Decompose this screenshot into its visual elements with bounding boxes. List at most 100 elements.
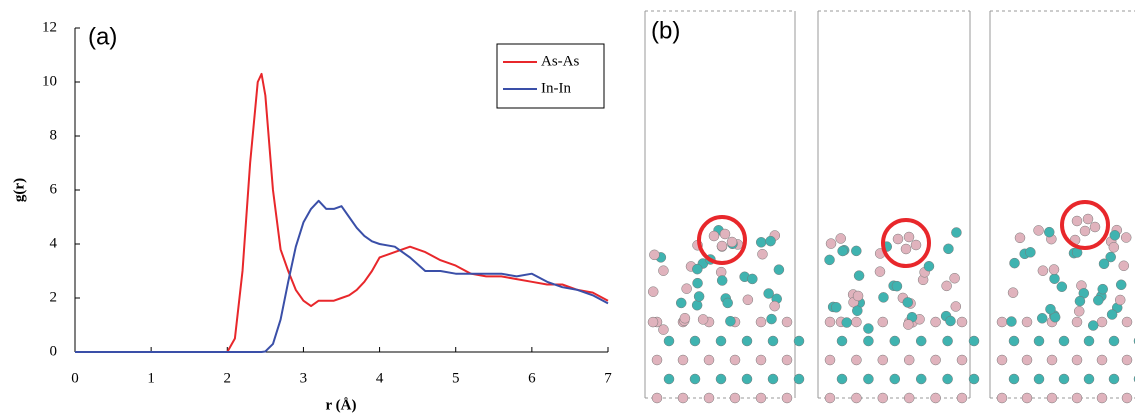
atom	[930, 316, 941, 328]
atom	[726, 236, 738, 248]
atom	[767, 335, 779, 347]
atom	[830, 302, 842, 313]
atom	[853, 270, 865, 281]
y-tick-label: 10	[42, 73, 57, 89]
atom	[863, 323, 874, 334]
atom	[1087, 320, 1099, 331]
atom	[781, 392, 793, 404]
atom	[892, 233, 904, 245]
atom	[877, 316, 889, 328]
atom	[1025, 247, 1036, 258]
atom	[793, 335, 805, 347]
atom	[689, 335, 701, 347]
atom	[1093, 294, 1104, 306]
atom	[1109, 230, 1121, 241]
atom	[996, 354, 1008, 366]
atom	[903, 392, 915, 404]
atom	[1006, 316, 1017, 327]
atom	[715, 335, 727, 347]
atom	[877, 354, 889, 366]
atom	[729, 392, 741, 404]
atom	[1071, 215, 1083, 227]
atom	[900, 243, 912, 255]
atom	[852, 290, 864, 302]
atom	[1083, 335, 1095, 347]
atom	[1108, 373, 1120, 385]
snapshots	[644, 10, 1135, 404]
atom	[1082, 213, 1094, 225]
x-tick-label: 1	[147, 370, 155, 386]
atom	[647, 316, 659, 328]
legend-label: In-In	[541, 80, 571, 96]
atom	[741, 335, 753, 347]
atom	[930, 354, 941, 366]
atom	[1108, 242, 1120, 253]
atom	[649, 249, 660, 261]
atom	[681, 283, 692, 294]
atom	[773, 264, 785, 275]
atom	[675, 297, 687, 309]
atom	[1114, 294, 1126, 306]
atom	[1037, 265, 1049, 276]
atom	[1008, 335, 1020, 347]
atom	[742, 294, 754, 306]
atom	[1074, 295, 1086, 307]
atom	[943, 243, 954, 255]
atom	[968, 335, 980, 347]
atom	[755, 316, 767, 328]
y-tick-label: 6	[50, 181, 58, 197]
atom	[781, 354, 793, 366]
atom	[1058, 335, 1070, 347]
atom	[747, 273, 758, 285]
atom	[851, 316, 862, 328]
atom	[996, 392, 1008, 404]
x-tick-label: 5	[452, 370, 460, 386]
atom	[697, 314, 709, 325]
atom	[1007, 287, 1019, 298]
atom	[651, 392, 663, 404]
atom	[765, 235, 776, 247]
atom	[1071, 392, 1083, 404]
atom	[851, 354, 862, 366]
atom	[647, 286, 659, 297]
atom	[1048, 264, 1060, 275]
atom	[1096, 316, 1108, 328]
atom	[767, 373, 779, 385]
atom	[1097, 283, 1108, 295]
atom	[781, 316, 793, 328]
atom	[1021, 354, 1033, 366]
atom	[1043, 226, 1055, 238]
atom	[945, 315, 956, 327]
atom	[1046, 354, 1058, 366]
atom	[889, 335, 901, 347]
atom	[793, 373, 805, 385]
y-tick-label: 4	[50, 235, 58, 251]
atom	[766, 313, 777, 325]
atom	[708, 230, 720, 242]
series-line	[75, 72, 609, 353]
atom	[769, 300, 780, 312]
atom	[1009, 257, 1020, 269]
atom	[703, 354, 715, 366]
atom	[950, 301, 962, 312]
atom	[757, 248, 768, 260]
atom	[996, 316, 1008, 328]
atom	[1033, 335, 1045, 347]
legend-label: As-As	[541, 53, 579, 69]
atom	[1045, 303, 1056, 315]
atom	[1033, 225, 1044, 236]
atom	[1115, 279, 1127, 291]
atom	[851, 392, 862, 404]
atom	[824, 354, 836, 366]
atom	[874, 266, 886, 277]
atom	[1108, 335, 1120, 347]
atom	[836, 335, 848, 347]
atom	[841, 317, 852, 328]
atom	[1121, 316, 1133, 328]
atom	[689, 373, 701, 385]
panel-label: (a)	[88, 23, 117, 50]
atom	[903, 231, 915, 243]
atom	[1096, 392, 1108, 404]
atom	[1071, 354, 1083, 366]
atom	[1036, 313, 1048, 324]
